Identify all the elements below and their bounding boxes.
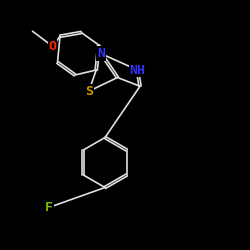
Text: NH: NH — [130, 64, 146, 76]
Text: O: O — [48, 40, 56, 53]
Text: N: N — [97, 47, 105, 60]
Text: F: F — [45, 201, 53, 214]
Text: S: S — [85, 85, 93, 98]
